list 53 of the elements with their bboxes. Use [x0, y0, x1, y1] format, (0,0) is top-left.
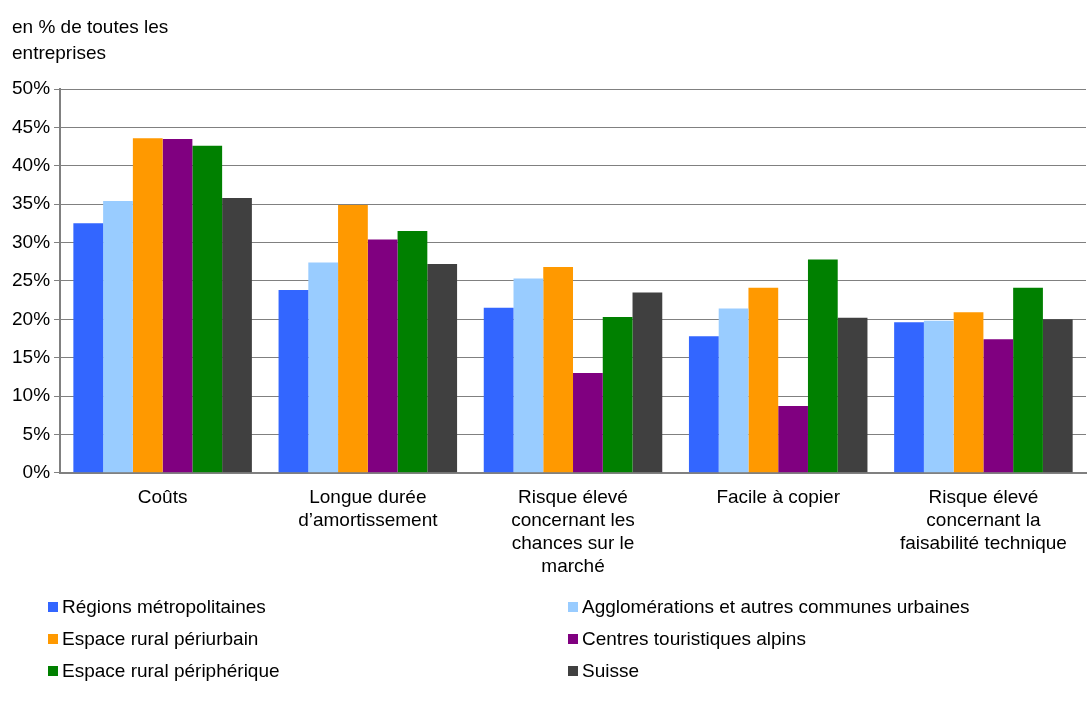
bar: [573, 373, 603, 473]
bar: [778, 406, 808, 473]
bar: [632, 292, 663, 473]
x-tick-label: Risque élevé concernant la faisabilité technique: [899, 486, 1067, 554]
bar: [367, 239, 398, 473]
bar: [1013, 287, 1043, 473]
y-tick-label: 40%: [12, 153, 51, 175]
bar: [222, 198, 252, 473]
y-tick-label: 25%: [12, 269, 51, 291]
legend-label: Suisse: [581, 660, 641, 682]
x-tick-label: Coûts: [137, 486, 188, 508]
bar: [688, 336, 719, 473]
bar: [513, 278, 544, 473]
y-tick-label: 20%: [12, 307, 51, 329]
bar: [338, 204, 368, 473]
y-tick-label: 5%: [22, 422, 51, 444]
bar: [103, 201, 133, 473]
bar: [397, 231, 428, 473]
y-axis-title: en % de toutes les entreprises: [12, 15, 170, 65]
bar: [1042, 319, 1073, 473]
bar: [837, 317, 868, 473]
bar: [543, 267, 574, 473]
bar: [894, 322, 924, 473]
bar: [983, 339, 1014, 473]
bar: [953, 312, 984, 473]
y-tick-label: 0%: [22, 461, 51, 483]
y-tick-label: 15%: [12, 345, 51, 367]
legend-label: Centres touristiques alpins: [581, 628, 807, 650]
x-tick-label: Facile à copier: [716, 486, 841, 508]
y-tick-label: 30%: [12, 230, 51, 252]
y-tick-label: 50%: [12, 77, 51, 99]
bar: [308, 262, 339, 473]
bar: [748, 287, 779, 473]
bar: [807, 259, 838, 473]
bar: [483, 307, 514, 473]
bar: [718, 308, 749, 473]
bar: [132, 138, 163, 473]
legend-label: Espace rural périphérique: [61, 660, 281, 682]
legend-label: Régions métropolitaines: [61, 596, 267, 618]
bar: [192, 145, 223, 473]
bar: [602, 316, 633, 473]
bar: [73, 223, 104, 473]
bar: [162, 138, 193, 473]
legend-label: Agglomérations et autres communes urbaines: [581, 596, 971, 618]
x-tick-label: Longue durée d’amortissement: [298, 486, 439, 531]
y-tick-label: 35%: [12, 192, 51, 214]
y-tick-label: 45%: [12, 115, 51, 137]
bar: [923, 320, 954, 473]
bar: [278, 290, 309, 473]
legend-label: Espace rural périurbain: [61, 628, 260, 650]
bar: [427, 264, 458, 473]
x-tick-label: Risque élevé concernant les chances sur le marché: [511, 486, 635, 576]
y-tick-label: 10%: [12, 384, 51, 406]
